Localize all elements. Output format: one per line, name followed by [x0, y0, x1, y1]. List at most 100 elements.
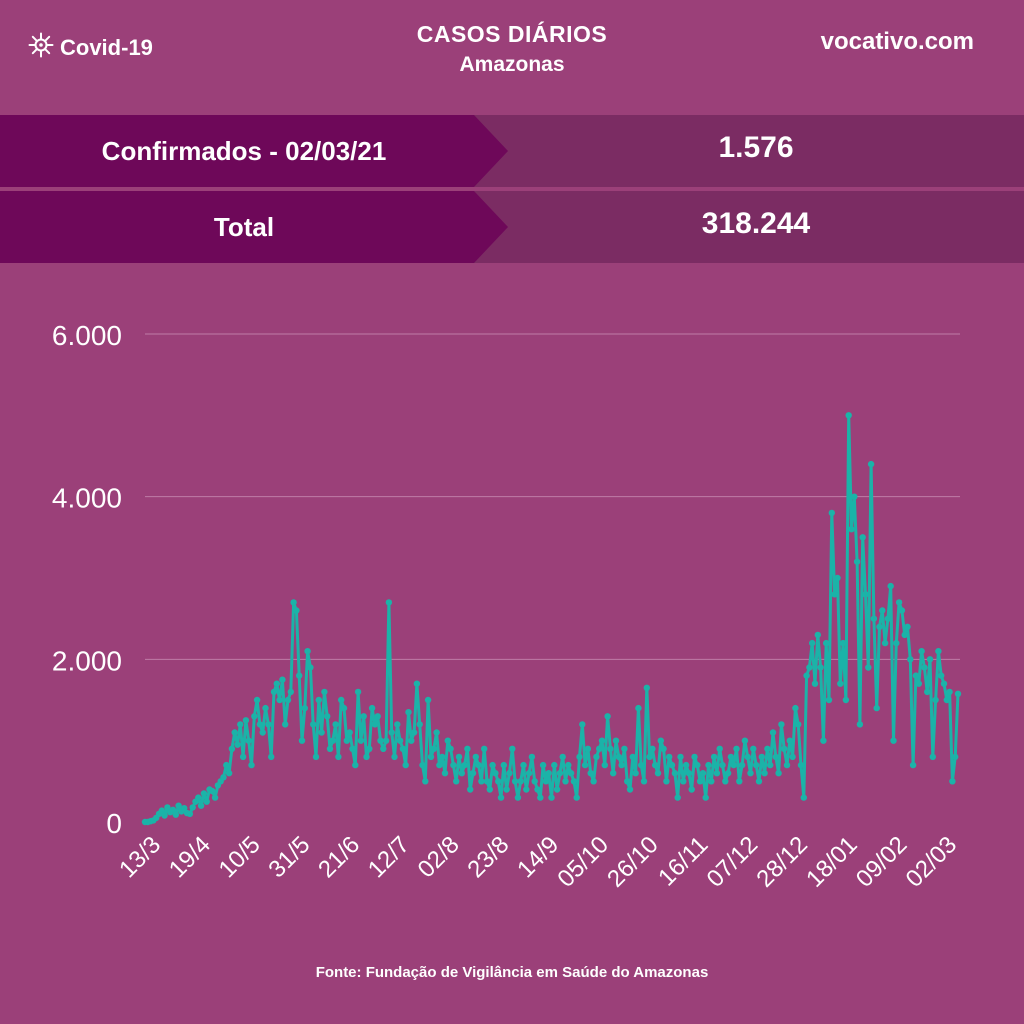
data-point [169, 806, 177, 813]
data-point [340, 704, 348, 712]
data-point [419, 761, 426, 769]
data-point [424, 696, 432, 704]
data-point [310, 721, 317, 728]
data-point [598, 737, 606, 744]
data-point [380, 745, 387, 752]
data-point [806, 664, 813, 671]
total-row: Total 318.244 [0, 191, 1024, 263]
data-point [865, 664, 872, 671]
data-point [758, 753, 765, 761]
data-point [761, 770, 768, 777]
data-point [767, 761, 774, 769]
data-point [831, 591, 838, 598]
data-point [820, 737, 827, 744]
data-point [674, 794, 681, 801]
data-point [234, 741, 241, 748]
data-point [495, 778, 502, 785]
data-point [349, 745, 356, 752]
data-point [800, 794, 807, 801]
data-point [699, 770, 707, 777]
total-value-box [474, 191, 1024, 263]
x-tick-label: 16/11 [653, 831, 713, 891]
data-point [531, 778, 538, 785]
data-point [220, 774, 227, 781]
data-point [716, 745, 723, 752]
data-point [408, 737, 415, 744]
data-point [363, 753, 370, 761]
data-point [195, 794, 202, 801]
data-point [248, 761, 255, 769]
data-point [447, 745, 454, 752]
site-name: vocativo.com [820, 28, 974, 55]
data-point [388, 729, 395, 736]
y-tick-label: 0 [106, 808, 122, 839]
data-point [576, 753, 583, 761]
data-point [161, 812, 168, 819]
data-point [357, 737, 365, 744]
data-point [481, 745, 488, 752]
data-point [775, 770, 782, 777]
data-point [795, 721, 802, 728]
data-point [326, 745, 334, 752]
data-point [924, 688, 931, 696]
data-point [517, 778, 524, 785]
data-point [912, 672, 920, 679]
data-point [626, 786, 634, 793]
x-tick-label: 07/12 [702, 831, 764, 893]
data-point [329, 737, 336, 744]
data-point [553, 786, 561, 793]
data-point [332, 721, 339, 728]
data-point [632, 770, 639, 777]
x-tick-label: 19/4 [164, 831, 216, 883]
line-chart: 02.0004.0006.00013/319/410/531/521/612/7… [52, 320, 962, 893]
data-point [405, 709, 412, 716]
data-point [736, 778, 743, 785]
data-point [506, 770, 513, 777]
y-tick-label: 4.000 [52, 483, 122, 514]
data-point [713, 770, 721, 777]
data-point [567, 770, 575, 777]
data-point [273, 680, 280, 687]
data-point [559, 753, 566, 761]
data-point [842, 696, 850, 704]
data-point [573, 794, 580, 801]
data-point [904, 623, 911, 630]
data-point [643, 684, 650, 691]
data-point [539, 761, 547, 769]
data-point [282, 721, 289, 728]
data-point [949, 778, 956, 785]
data-point [856, 721, 864, 728]
data-point [932, 696, 939, 704]
data-point [638, 761, 645, 769]
data-point [618, 761, 625, 769]
data-point [738, 761, 746, 769]
data-point [789, 753, 796, 761]
data-point [890, 737, 897, 744]
data-point [511, 778, 519, 785]
data-point [461, 761, 468, 769]
data-point [624, 778, 631, 785]
confirmed-value: 1.576 [718, 131, 794, 164]
data-point [346, 729, 353, 736]
data-point [946, 688, 953, 696]
data-point [893, 639, 900, 647]
data-point [523, 786, 530, 793]
data-point [694, 761, 701, 769]
data-point [175, 802, 182, 809]
data-point [324, 713, 331, 720]
data-point [851, 493, 858, 500]
y-tick-label: 6.000 [52, 320, 122, 351]
brand-label: Covid-19 [60, 35, 153, 60]
data-point [926, 656, 934, 663]
data-point [778, 721, 785, 728]
data-point [439, 753, 446, 761]
data-point [436, 761, 443, 769]
x-tick-label: 31/5 [263, 831, 315, 883]
data-point [430, 745, 437, 752]
data-point [668, 761, 676, 769]
data-point [744, 753, 751, 761]
data-point [654, 770, 662, 777]
data-point [797, 761, 805, 769]
data-point [366, 745, 373, 752]
data-point [186, 810, 194, 818]
